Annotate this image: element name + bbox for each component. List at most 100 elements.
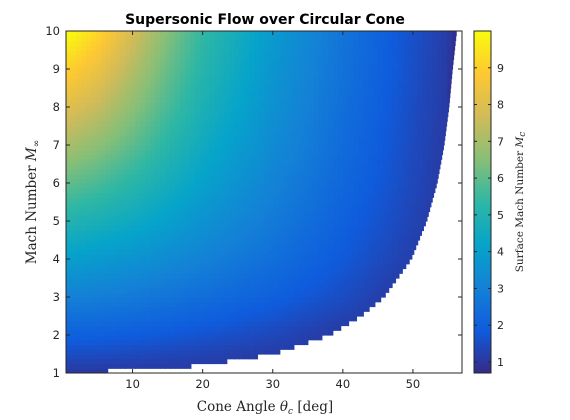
heatmap-cell: [219, 282, 225, 289]
heatmap-cell: [343, 301, 349, 308]
heatmap-cell: [145, 339, 151, 346]
heatmap-cell: [387, 244, 394, 251]
heatmap-cell: [125, 292, 131, 298]
heatmap-cell: [363, 145, 369, 151]
heatmap-cell: [293, 230, 300, 236]
heatmap-cell: [402, 40, 409, 46]
heatmap-cell: [115, 249, 122, 255]
heatmap-cell: [367, 221, 374, 227]
heatmap-cell: [239, 69, 245, 75]
heatmap-cell: [66, 159, 72, 165]
heatmap-cell: [343, 197, 349, 203]
heatmap-cell: [160, 339, 166, 346]
heatmap-cell: [268, 254, 275, 260]
heatmap-cell: [417, 59, 423, 65]
heatmap-cell: [288, 268, 295, 274]
heatmap-cell: [229, 111, 235, 118]
heatmap-cell: [402, 111, 409, 118]
heatmap-cell: [90, 187, 97, 194]
heatmap-cell: [194, 154, 201, 160]
heatmap-cell: [412, 130, 419, 137]
heatmap-cell: [452, 40, 456, 46]
heatmap-cell: [150, 149, 156, 156]
heatmap-cell: [318, 268, 324, 274]
heatmap-cell: [120, 335, 126, 341]
heatmap-cell: [318, 306, 324, 312]
heatmap-cell: [432, 173, 438, 179]
heatmap-cell: [125, 363, 131, 369]
heatmap-cell: [333, 111, 339, 118]
heatmap-cell: [372, 268, 379, 274]
heatmap-cell: [150, 235, 156, 241]
heatmap-cell: [75, 349, 82, 355]
heatmap-cell: [70, 306, 77, 312]
heatmap-cell: [155, 40, 161, 46]
heatmap-cell: [353, 102, 359, 108]
heatmap-cell: [422, 78, 428, 84]
heatmap-cell: [318, 235, 324, 241]
heatmap-cell: [184, 40, 191, 46]
heatmap-cell: [130, 335, 136, 341]
heatmap-cell: [234, 292, 240, 298]
heatmap-cell: [224, 107, 230, 113]
heatmap-cell: [160, 211, 166, 217]
heatmap-cell: [160, 278, 166, 284]
heatmap-cell: [437, 159, 442, 165]
heatmap-cell: [199, 168, 206, 175]
heatmap-cell: [169, 88, 176, 94]
heatmap-cell: [110, 254, 117, 260]
heatmap-cell: [293, 235, 300, 241]
heatmap-cell: [422, 35, 428, 42]
heatmap-cell: [239, 268, 245, 274]
heatmap-cell: [155, 254, 161, 260]
heatmap-cell: [432, 126, 438, 132]
heatmap-cell: [70, 73, 77, 80]
heatmap-cell: [234, 64, 240, 70]
heatmap-cell: [288, 301, 295, 308]
heatmap-cell: [338, 225, 344, 232]
heatmap-cell: [288, 216, 295, 222]
heatmap-cell: [363, 292, 369, 298]
heatmap-cell: [437, 88, 443, 94]
heatmap-cell: [427, 211, 429, 217]
heatmap-cell: [70, 31, 77, 37]
heatmap-cell: [407, 73, 414, 80]
heatmap-cell: [204, 126, 211, 132]
heatmap-cell: [150, 216, 156, 222]
heatmap-cell: [189, 97, 196, 103]
heatmap-cell: [80, 121, 87, 127]
heatmap-cell: [145, 173, 151, 179]
heatmap-cell: [259, 301, 265, 308]
heatmap-cell: [209, 349, 216, 355]
heatmap-cell: [318, 140, 324, 146]
heatmap-cell: [392, 273, 399, 279]
heatmap-cell: [135, 358, 141, 365]
heatmap-cell: [209, 31, 216, 37]
heatmap-cell: [66, 59, 72, 65]
heatmap-cell: [165, 183, 171, 189]
heatmap-cell: [85, 54, 92, 61]
heatmap-cell: [273, 50, 280, 56]
heatmap-cell: [110, 45, 117, 51]
heatmap-cell: [179, 225, 186, 232]
heatmap-cell: [160, 202, 166, 208]
heatmap-cell: [293, 297, 300, 303]
heatmap-cell: [234, 287, 240, 293]
heatmap-cell: [184, 335, 191, 341]
heatmap-cell: [219, 249, 225, 255]
heatmap-cell: [363, 102, 369, 108]
heatmap-cell: [169, 287, 176, 293]
heatmap-cell: [338, 69, 344, 75]
heatmap-cell: [323, 330, 329, 336]
heatmap-cell: [135, 263, 141, 270]
heatmap-cell: [194, 69, 201, 75]
heatmap-cell: [288, 121, 295, 127]
heatmap-cell: [184, 154, 191, 160]
heatmap-cell: [194, 249, 201, 255]
heatmap-cell: [234, 197, 240, 203]
heatmap-cell: [239, 192, 245, 198]
heatmap-cell: [442, 83, 448, 89]
heatmap-cell: [372, 254, 379, 260]
heatmap-cell: [169, 311, 176, 317]
heatmap-cell: [70, 35, 77, 42]
